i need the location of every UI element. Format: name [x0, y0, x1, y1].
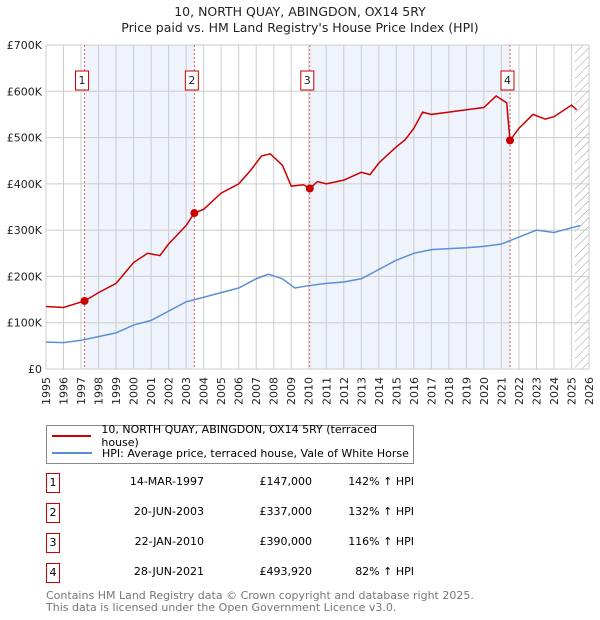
sale-date: 14-MAR-1997 — [129, 475, 204, 488]
x-tick-label: 2007 — [250, 377, 263, 405]
x-tick-label: 2002 — [163, 377, 176, 405]
x-tick-label: 2000 — [128, 377, 141, 405]
sale-number-badge: 3 — [46, 533, 60, 553]
sale-point — [80, 296, 89, 305]
x-tick-label: 2010 — [303, 377, 316, 405]
x-tick-label: 1999 — [110, 377, 123, 405]
x-tick-label: 2014 — [373, 377, 386, 405]
x-tick-label: 2025 — [565, 377, 578, 405]
legend-swatch-property — [52, 435, 92, 437]
sale-hpi-change: 82% ↑ HPI — [355, 565, 414, 578]
y-tick-label: £200K — [7, 270, 43, 283]
x-tick-label: 2020 — [478, 377, 491, 405]
chart-title: 10, NORTH QUAY, ABINGDON, OX14 5RY — [174, 4, 426, 19]
x-tick-label: 2006 — [233, 377, 246, 405]
y-tick-label: £600K — [7, 85, 43, 98]
x-tick-label: 2009 — [285, 377, 298, 405]
shaded-period — [84, 45, 195, 369]
sale-point — [305, 184, 314, 193]
legend: 10, NORTH QUAY, ABINGDON, OX14 5RY (terr… — [46, 423, 414, 464]
y-tick-label: £300K — [7, 224, 43, 237]
y-tick-label: £100K — [7, 317, 43, 330]
sale-label-box — [75, 70, 90, 91]
sale-label: 2 — [188, 74, 195, 87]
x-tick-label: 1996 — [58, 377, 71, 405]
series-line-property — [45, 94, 578, 309]
sale-date: 20-JUN-2003 — [133, 505, 204, 518]
sale-hpi-change: 142% ↑ HPI — [348, 475, 414, 488]
sale-point — [190, 209, 199, 218]
x-tick-label: 2016 — [408, 377, 421, 405]
x-tick-label: 2023 — [530, 377, 543, 405]
x-tick-label: 1997 — [75, 377, 88, 405]
x-tick-label: 2012 — [338, 377, 351, 405]
sale-label: 3 — [304, 74, 311, 87]
sale-hpi-change: 132% ↑ HPI — [348, 505, 414, 518]
x-tick-label: 1995 — [40, 377, 53, 405]
y-tick-label: £500K — [7, 132, 43, 145]
x-tick-label: 2022 — [513, 377, 526, 405]
x-tick-label: 1998 — [93, 377, 106, 405]
y-tick-label: £700K — [7, 39, 43, 52]
x-tick-label: 2019 — [460, 377, 473, 405]
sale-price: £493,920 — [259, 565, 313, 578]
sale-point — [506, 136, 515, 145]
legend-label-property: 10, NORTH QUAY, ABINGDON, OX14 5RY (terr… — [101, 423, 377, 449]
x-tick-label: 2021 — [495, 377, 508, 405]
x-tick-label: 2015 — [390, 377, 403, 405]
forecast-hatch — [574, 45, 589, 369]
sale-date: 28-JUN-2021 — [133, 565, 204, 578]
x-tick-label: 2024 — [548, 377, 561, 405]
sale-label-box — [500, 70, 515, 91]
shaded-period — [309, 45, 511, 369]
footer-licence: This data is licensed under the Open Gov… — [46, 601, 397, 614]
x-tick-label: 2004 — [198, 377, 211, 405]
y-tick-label: £0 — [28, 363, 42, 376]
x-tick-label: 2017 — [425, 377, 438, 405]
sale-price: £337,000 — [259, 505, 313, 518]
sale-price: £390,000 — [259, 535, 313, 548]
sale-row: 4 28-JUN-2021 £493,920 82% ↑ HPI — [46, 563, 446, 583]
sale-number-badge: 4 — [46, 563, 60, 583]
plot-area: 1995 1996 1997 1998 1999 2000 2001 2002 2003 2004… — [7, 39, 596, 405]
y-tick-label: £400K — [7, 178, 43, 191]
sale-label-box — [184, 70, 199, 91]
x-tick-label: 2008 — [268, 377, 281, 405]
chart-subtitle: Price paid vs. HM Land Registry's House … — [121, 20, 479, 35]
sale-number-badge: 1 — [46, 473, 60, 493]
x-tick-label: 2013 — [355, 377, 368, 405]
sale-row: 1 14-MAR-1997 £147,000 142% ↑ HPI — [46, 473, 446, 493]
sale-row: 2 20-JUN-2003 £337,000 132% ↑ HPI — [46, 503, 446, 523]
sale-date: 22-JAN-2010 — [134, 535, 204, 548]
sale-label: 4 — [504, 74, 511, 87]
x-tick-label: 2018 — [443, 377, 456, 405]
sale-label-box — [300, 70, 315, 91]
x-tick-label: 2011 — [320, 377, 333, 405]
sale-label: 1 — [79, 74, 86, 87]
x-tick-label: 2001 — [145, 377, 158, 405]
legend-swatch-hpi — [52, 452, 92, 454]
sale-hpi-change: 116% ↑ HPI — [348, 535, 414, 548]
sale-number-badge: 2 — [46, 503, 60, 523]
x-tick-label: 2005 — [215, 377, 228, 405]
x-tick-label: 2026 — [583, 377, 596, 405]
legend-label-hpi: HPI: Average price, terraced house, Vale… — [102, 446, 409, 460]
sale-row: 3 22-JAN-2010 £390,000 116% ↑ HPI — [46, 533, 446, 553]
x-tick-label: 2003 — [180, 377, 193, 405]
series-line-hpi — [45, 224, 581, 344]
footer-copyright: Contains HM Land Registry data © Crown c… — [46, 589, 474, 602]
sale-price: £147,000 — [259, 475, 313, 488]
